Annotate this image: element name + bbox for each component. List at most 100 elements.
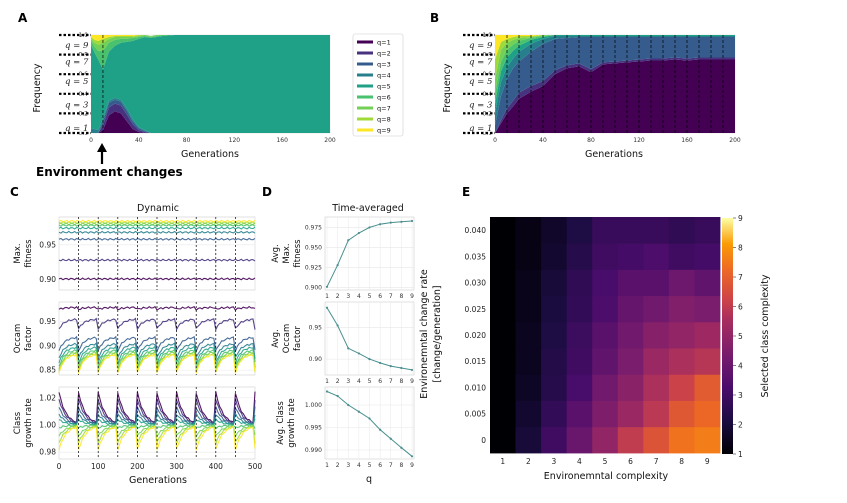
- e-cell: [566, 321, 593, 349]
- c-xtick: 0: [57, 462, 62, 471]
- e-cell: [643, 243, 670, 270]
- c-series-q9: [58, 352, 256, 375]
- d-xtick: 8: [399, 293, 403, 300]
- panel-label-c: C: [10, 185, 19, 199]
- e-cell: [694, 374, 721, 401]
- c-series-q9: [58, 424, 256, 451]
- d-xtick: 7: [389, 378, 393, 385]
- e-cell: [592, 295, 619, 323]
- e-cell: [541, 243, 568, 270]
- e-cell: [592, 400, 619, 428]
- d-xtick: 6: [378, 378, 382, 385]
- a-qlabel: q = 7: [65, 57, 89, 67]
- d-xtick: 1: [325, 378, 329, 385]
- d-point: [357, 231, 360, 235]
- panel-b: Frequency Generations 0.00.20.40.60.81.0…: [442, 32, 741, 160]
- e-cell: [566, 400, 593, 428]
- d-point: [368, 417, 371, 420]
- e-ytick: 0.005: [465, 410, 487, 419]
- e-cell: [694, 426, 721, 454]
- d-point: [368, 226, 371, 229]
- d-point: [379, 361, 382, 365]
- d-xtick: 4: [357, 293, 361, 300]
- d-point: [357, 410, 360, 413]
- environment-change-annotation: Environment changes: [36, 143, 183, 179]
- d-ytick: 0.95: [309, 324, 323, 331]
- b-ylabel: Frequency: [442, 63, 453, 112]
- e-cell: [592, 321, 619, 349]
- c-series-q2: [58, 258, 256, 262]
- d-xtick: 5: [368, 462, 372, 469]
- e-cell: [694, 217, 721, 244]
- a-area-q=2: [91, 103, 330, 133]
- e-cell: [617, 243, 644, 270]
- d-ylabel: Avg.: [271, 244, 281, 262]
- e-cell: [694, 321, 721, 349]
- e-cell: [541, 269, 568, 297]
- b-xtick: 160: [681, 137, 693, 144]
- panel-label-d: D: [262, 185, 272, 199]
- b-qlabel: q = 1: [469, 124, 492, 134]
- c-xtick: 400: [209, 462, 224, 471]
- e-cell: [490, 321, 516, 349]
- e-cell: [694, 400, 721, 428]
- a-qlabel-bg: [61, 75, 91, 88]
- a-ylabel: Frequency: [32, 63, 43, 112]
- e-cell: [668, 321, 695, 349]
- a-area-q=5: [91, 35, 330, 133]
- panel-a: Frequency Generations 0.00.20.40.60.81.0…: [32, 32, 404, 160]
- e-cell: [617, 348, 644, 375]
- e-ytick: 0.010: [465, 383, 487, 392]
- b-qlabel-bg: [465, 98, 495, 111]
- e-cell: [668, 295, 695, 323]
- e-cell: [643, 321, 670, 349]
- e-cell: [592, 348, 619, 375]
- panel-label-a: A: [18, 11, 28, 25]
- panel-label-e: E: [462, 185, 470, 199]
- legend-label: q=3: [377, 61, 391, 69]
- d-point: [325, 306, 329, 309]
- b-xtick: 200: [729, 137, 741, 144]
- e-cell: [515, 348, 542, 375]
- d-ylabel: Avg.: [271, 329, 281, 347]
- colorbar-tick: 2: [738, 421, 743, 430]
- e-cell: [592, 426, 619, 454]
- c-ylabel: factor: [24, 326, 34, 351]
- d-ytick: 0.925: [305, 265, 322, 272]
- panel-e: 1 2 3 4 5 6 7 8 9 0 0.005 0.010 0.015 0.020 0.025 0.030…: [419, 214, 771, 482]
- e-cell: [617, 400, 644, 428]
- e-xtick: 3: [551, 457, 556, 466]
- e-cell: [643, 217, 670, 244]
- d-point: [325, 390, 329, 393]
- c-series-q4: [58, 230, 256, 234]
- e-cell: [617, 426, 644, 454]
- e-cell: [617, 374, 644, 401]
- c-ytick: 0.98: [39, 448, 56, 457]
- c-xlabel: Generations: [129, 475, 187, 486]
- c-series-q8: [58, 424, 256, 446]
- e-cell: [515, 400, 542, 428]
- e-cell: [490, 217, 516, 244]
- e-cell: [515, 269, 542, 297]
- e-cell: [515, 374, 542, 401]
- b-qlabel-bg: [465, 122, 495, 135]
- a-qlabel: q = 5: [65, 77, 88, 87]
- a-area-q=1: [91, 111, 330, 133]
- e-cell: [643, 426, 670, 454]
- e-cell: [490, 348, 516, 375]
- panel-d: Time-averaged q 0.900 0.925 0.950 0.975 Avg.…: [271, 203, 415, 485]
- e-cell: [490, 374, 516, 401]
- d-xlabel: q: [366, 474, 372, 485]
- d-point: [389, 221, 392, 224]
- c-ytick: 0.90: [39, 275, 56, 284]
- e-xtick: 7: [654, 457, 659, 466]
- d-xtick: 4: [357, 378, 361, 385]
- d-xtick: 5: [368, 378, 372, 385]
- c-ytick: 1.00: [39, 421, 56, 430]
- b-qlabel: q = 3: [469, 101, 492, 111]
- d-point: [368, 358, 371, 361]
- e-cell: [592, 243, 619, 270]
- b-xlabel: Generations: [585, 149, 643, 160]
- d-ytick: 0.90: [309, 356, 323, 363]
- e-ylabel-line2: [change/generation]: [432, 285, 443, 382]
